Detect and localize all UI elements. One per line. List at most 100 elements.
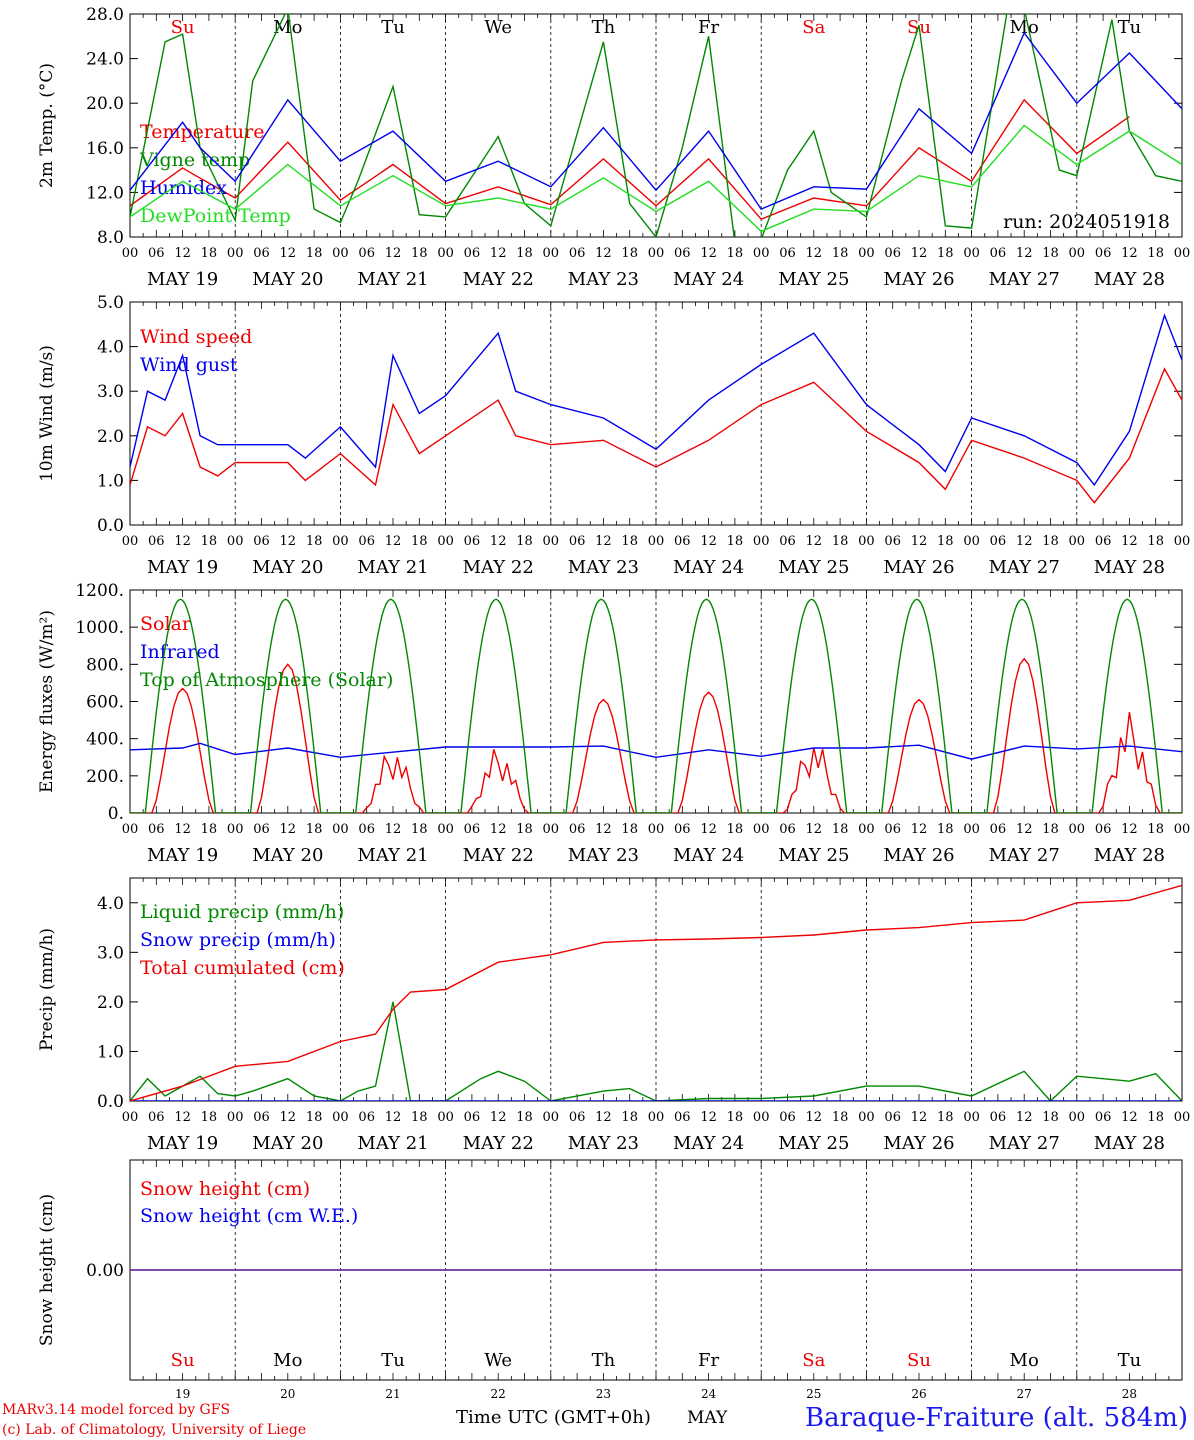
x-date-label: MAY 23 [568,557,639,578]
y-tick-label: 0.0 [97,1092,124,1112]
x-hour-label: 12 [700,534,717,549]
weekday-label: Tu [381,17,405,38]
x-hour-label: 06 [884,534,901,549]
x-hour-label: 00 [437,246,454,261]
x-hour-label: 12 [174,246,191,261]
weekday-label: Tu [1118,17,1142,38]
x-hour-label: 00 [1069,246,1086,261]
plot-frame [129,589,1183,814]
y-axis-label: Snow height (cm) [37,1194,57,1346]
x-hour-label: 00 [963,246,980,261]
x-hour-label: 06 [779,246,796,261]
x-hour-label: 18 [621,1110,638,1125]
x-date-label: MAY 19 [147,269,218,290]
x-date-label: MAY 28 [1094,269,1165,290]
x-axis-month-label: MAY [687,1408,728,1428]
x-hour-label: 18 [306,246,323,261]
weekday-label: Su [907,1350,931,1371]
y-tick-label: 0.00 [86,1261,124,1281]
panel-4: 0.0 1.0 2.0 3.0 4.0 Precip (mm/h) 00 06 12 18 MAY … [37,877,1191,1154]
x-date-label: MAY 20 [252,269,323,290]
x-hour-label: 12 [385,1110,402,1125]
series-line-humidex [130,31,1182,210]
series-line-infrared [130,742,1182,760]
x-date-label: MAY 25 [778,557,849,578]
weekday-label: Su [171,1350,195,1371]
y-tick-label: 4.0 [97,338,124,358]
y-tick-label: 2.0 [97,427,124,447]
x-hour-label: 18 [937,822,954,837]
legend-entry: Solar [140,613,192,635]
x-date-label: MAY 21 [357,845,428,866]
weekday-label: Mo [273,17,302,38]
x-hour-label: 06 [884,822,901,837]
legend-entry: Infrared [140,641,220,663]
x-hour-label: 18 [201,246,218,261]
x-hour-label: 06 [990,1110,1007,1125]
x-hour-label: 06 [148,1110,165,1125]
y-tick-label: 24.0 [86,50,124,70]
x-hour-label: 00 [963,822,980,837]
y-axis-label: 2m Temp. (°C) [37,63,57,188]
footer-copyright: (c) Lab. of Climatology, University of L… [2,1422,306,1438]
x-hour-label: 18 [727,246,744,261]
legend-entry: Snow precip (mm/h) [140,929,336,951]
x-hour-label: 12 [700,1110,717,1125]
x-hour-label: 00 [858,246,875,261]
x-hour-label: 18 [201,1110,218,1125]
series-line-vigne-temp [130,14,1182,237]
x-hour-label: 12 [1016,822,1033,837]
legend-entry: Top of Atmosphere (Solar) [140,669,393,691]
x-hour-label: 06 [1095,1110,1112,1125]
date-number-label: 23 [596,1387,611,1401]
series-line-temperature [130,98,1130,221]
x-date-label: MAY 22 [463,1133,534,1154]
weekday-label: Su [171,17,195,38]
x-hour-label: 06 [779,1110,796,1125]
x-hour-label: 12 [595,1110,612,1125]
footer-model: MARv3.14 model forced by GFS [2,1402,230,1418]
x-hour-label: 12 [1121,1110,1138,1125]
x-date-label: MAY 20 [252,557,323,578]
y-axis-label: Energy fluxes (W/m²) [37,610,57,793]
date-number-label: 22 [491,1387,506,1401]
x-hour-label: 06 [674,822,691,837]
x-hour-label: 18 [1042,822,1059,837]
x-hour-label: 18 [516,534,533,549]
y-tick-label: 3.0 [97,382,124,402]
legend-entry: Snow height (cm W.E.) [140,1205,358,1227]
x-hour-label: 12 [174,534,191,549]
x-hour-label: 06 [253,1110,270,1125]
x-hour-label: 06 [569,822,586,837]
x-hour-label: 12 [700,246,717,261]
x-hour-label: 00 [963,534,980,549]
x-hour-label: 06 [990,246,1007,261]
x-hour-label: 06 [358,1110,375,1125]
x-hour-label: 06 [464,822,481,837]
x-hour-label: 18 [411,822,428,837]
panel-1: 8.0 12.0 16.0 20.0 24.0 28.0 2m Temp. (°C) 00 06… [37,5,1190,290]
x-hour-label: 00 [648,534,665,549]
y-tick-label: 400. [86,730,124,750]
x-hour-label: 00 [1174,1110,1191,1125]
x-hour-label: 18 [516,246,533,261]
x-hour-label: 00 [227,1110,244,1125]
x-hour-label: 06 [358,246,375,261]
y-tick-label: 0. [108,804,124,824]
x-hour-label: 12 [1121,822,1138,837]
x-hour-label: 00 [543,246,560,261]
x-hour-label: 00 [227,246,244,261]
panel-5: 0.00 Snow height (cm) Su Mo Tu We Th Fr Sa Su Mo Tu… [37,1159,1183,1401]
x-date-label: MAY 24 [673,269,744,290]
series-line-wind-gust [130,313,1182,487]
x-hour-label: 06 [1095,534,1112,549]
y-tick-label: 3.0 [97,943,124,963]
x-hour-label: 00 [753,822,770,837]
weekday-label: Tu [381,1350,405,1371]
x-date-label: MAY 19 [147,845,218,866]
x-hour-label: 00 [753,534,770,549]
x-hour-label: 00 [648,822,665,837]
x-hour-label: 12 [911,822,928,837]
x-hour-label: 18 [1147,534,1164,549]
x-hour-label: 18 [1042,534,1059,549]
